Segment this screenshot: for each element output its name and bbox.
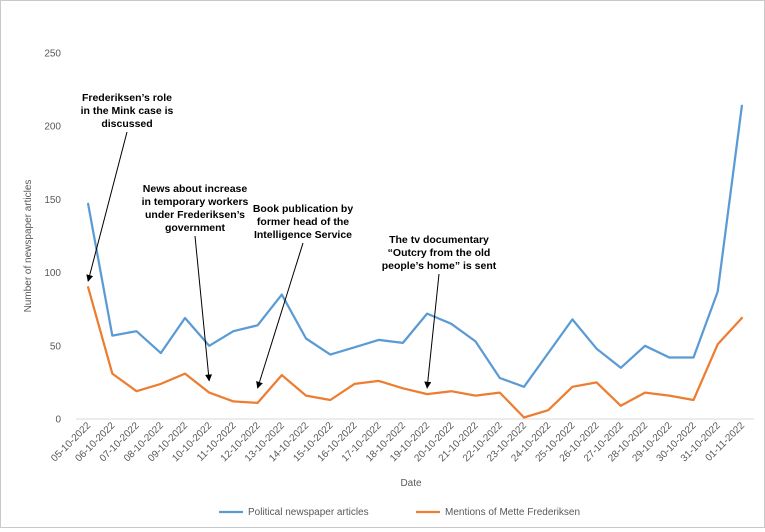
series-line-1 — [86, 286, 744, 419]
annotation-text: Frederiksen’s role — [82, 92, 172, 104]
annotation-text: The tv documentary — [389, 234, 489, 246]
x-axis-title: Date — [400, 478, 422, 489]
annotation-text: “Outcry from the old — [388, 247, 491, 259]
y-tick-label: 100 — [44, 268, 61, 279]
annotation-arrow — [424, 273, 440, 389]
y-axis-title: Number of newspaper articles — [23, 180, 34, 313]
annotation-text: under Frederiksen’s — [145, 209, 245, 221]
annotation-arrow — [256, 242, 304, 389]
annotation-text: in temporary workers — [142, 196, 249, 208]
annotation-arrow — [194, 235, 213, 382]
annotation-arrow — [86, 131, 128, 282]
annotation-text: Intelligence Service — [254, 229, 352, 241]
y-tick-label: 50 — [50, 341, 62, 352]
legend-label: Mentions of Mette Frederiksen — [445, 507, 580, 518]
y-tick-label: 250 — [44, 49, 61, 60]
y-tick-label: 200 — [44, 122, 61, 133]
series-line-0 — [86, 104, 744, 388]
legend-label: Political newspaper articles — [248, 507, 369, 518]
annotation-text: News about increase — [143, 183, 248, 195]
annotation-text: discussed — [101, 118, 152, 130]
annotation-text: former head of the — [257, 216, 349, 228]
annotation-text: people’s home” is sent — [382, 260, 497, 272]
y-tick-label: 0 — [55, 415, 61, 426]
legend: Political newspaper articles Mentions of … — [219, 507, 580, 518]
annotation-text: in the Mink case is — [81, 105, 174, 117]
annotation-text: government — [165, 222, 226, 234]
annotation-text: Book publication by — [253, 203, 353, 215]
y-tick-label: 150 — [44, 195, 61, 206]
